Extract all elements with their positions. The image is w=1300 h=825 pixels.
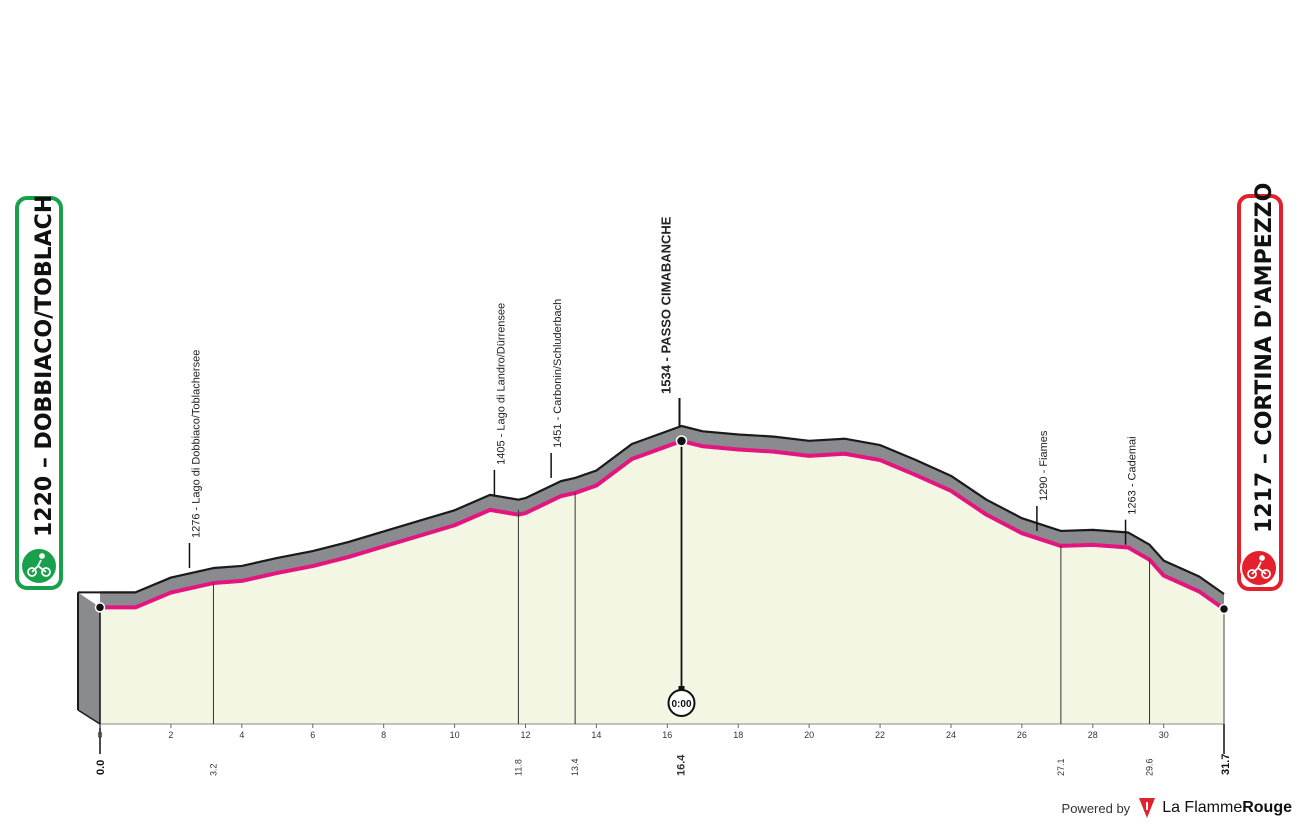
brand-name-light: La Flamme [1162,799,1243,816]
summit-dot [675,435,688,447]
brand-name: La FlammeRouge [1162,799,1292,817]
x-tick-label: 8 [381,730,386,740]
profile-wall-bottom [77,709,101,725]
waypoint-km-label: 16.4 [676,754,688,776]
finish-dot [1218,603,1230,615]
waypoint-km-label: 3.2 [208,763,218,776]
brand-name-bold: Rouge [1242,799,1292,816]
timecheck-label: 0:00 [671,699,691,710]
x-tick-label: 0 [97,730,102,740]
waypoint-km-label: 13.4 [570,758,580,776]
finish-name: CORTINA D'AMPEZZO [1252,183,1277,446]
x-tick-label: 24 [946,730,956,740]
x-tick-label: 30 [1159,730,1169,740]
profile-outline [100,424,1225,595]
profile-left-wall [78,592,100,724]
waypoint-label: 1451 - Carbonin/Schluderbach [552,299,564,448]
x-tick-label: 14 [591,730,601,740]
x-tick-label: 2 [168,730,173,740]
waypoint-km-label: 11.8 [513,759,523,776]
brand-logo: La FlammeRouge [1138,797,1292,819]
x-tick-label: 22 [875,730,885,740]
flame-icon [1139,798,1156,818]
waypoint-label: 1263 - Cademai [1127,436,1139,514]
x-tick-label: 4 [239,730,244,740]
x-tick-label: 26 [1017,730,1027,740]
cyclist-icon-start-glyph [27,553,51,577]
x-tick-label: 6 [310,730,315,740]
start-elevation: 1220 [32,476,57,537]
route-line [100,439,1226,611]
waypoint-label: 1290 - Fiames [1038,430,1050,501]
profile-side-band [100,426,1224,609]
waypoint-km-label: 27.1 [1056,758,1066,776]
footer-credit: Powered by La FlammeRouge [1062,797,1292,819]
profile-fill [100,441,1224,724]
start-km-label: 0.0 [95,760,107,775]
waypoint-label: 1405 - Lago di Landro/Dürrensee [495,303,507,465]
x-tick-label: 16 [662,730,672,740]
cyclist-icon-finish-glyph [1247,555,1271,579]
finish-badge-title: 1217 – CORTINA D'AMPEZZO [1252,183,1277,533]
start-badge: 1220 – DOBBIACO/TOBLACH [15,195,63,590]
stopwatch-crown [678,686,685,690]
waypoint-label: 1534 - PASSO CIMABANCHE [659,216,674,394]
waypoint-label: 1276 - Lago di Dobbiaco/Toblachersee [190,350,202,538]
x-tick-label: 10 [450,730,460,740]
start-dot [94,602,106,613]
start-name: DOBBIACO/TOBLACH [32,195,57,450]
x-tick-label: 20 [804,730,814,740]
start-badge-frame [15,196,63,590]
x-tick-label: 12 [520,730,530,740]
waypoint-markers: 1276 - Lago di Dobbiaco/Toblachersee 3.2 1… [94,216,1230,776]
x-tick-label: 18 [733,730,743,740]
finish-km-label: 31.7 [1220,754,1232,775]
waypoint-km-label: 29.6 [1145,758,1155,776]
finish-elevation: 1217 [1252,472,1277,533]
profile-area [77,424,1226,754]
powered-by-text: Powered by [1061,800,1131,816]
axis-ticks: 0 2 4 6 8 10 12 14 16 18 20 22 24 26 28 30 [97,724,1169,740]
x-tick-label: 28 [1088,730,1098,740]
finish-badge-frame [1237,194,1283,591]
start-badge-title: 1220 – DOBBIACO/TOBLACH [32,195,57,537]
finish-badge: 1217 – CORTINA D'AMPEZZO [1237,183,1283,591]
